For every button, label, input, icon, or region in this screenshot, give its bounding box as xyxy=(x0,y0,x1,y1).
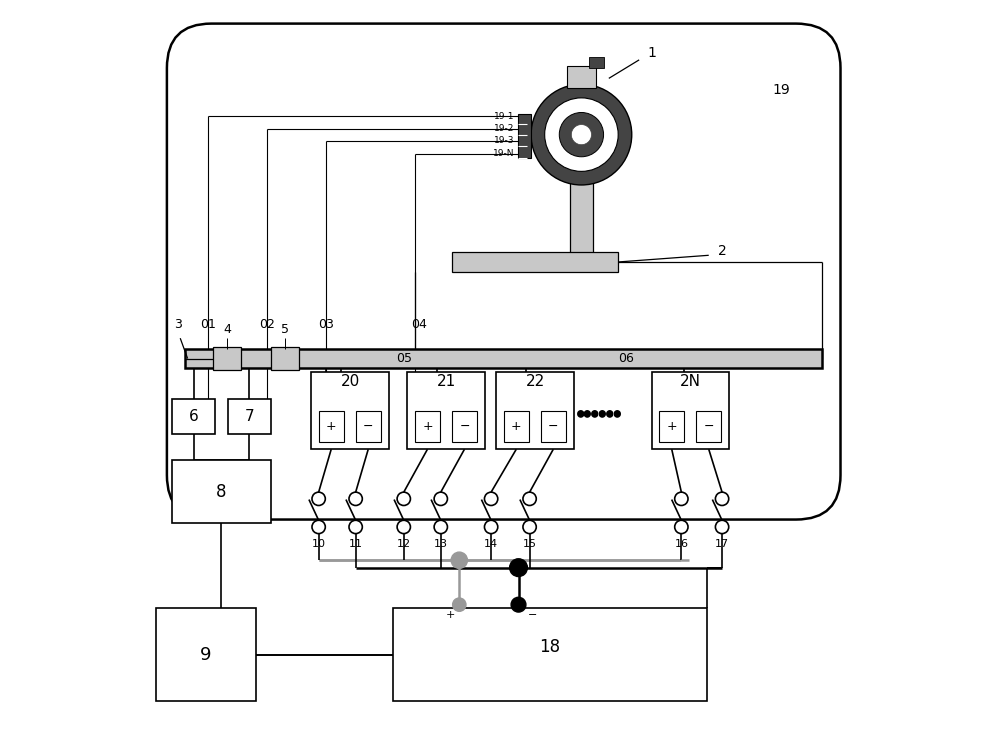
Circle shape xyxy=(510,559,527,577)
Text: 5: 5 xyxy=(281,323,289,336)
Text: +: + xyxy=(326,420,337,432)
Text: +: + xyxy=(422,420,433,432)
Text: 19-2: 19-2 xyxy=(494,124,515,133)
Text: 06: 06 xyxy=(618,352,634,365)
Bar xyxy=(518,114,531,158)
Circle shape xyxy=(312,492,325,505)
Text: 6: 6 xyxy=(189,409,198,424)
Bar xyxy=(156,609,256,701)
Text: 19-3: 19-3 xyxy=(494,136,515,145)
Circle shape xyxy=(349,520,362,533)
Text: +: + xyxy=(511,420,522,432)
Circle shape xyxy=(397,520,410,533)
Text: −: − xyxy=(459,420,470,432)
Circle shape xyxy=(715,492,729,505)
Text: 9: 9 xyxy=(200,646,212,663)
Text: 19-N: 19-N xyxy=(493,149,515,158)
Text: 13: 13 xyxy=(434,539,448,549)
Circle shape xyxy=(484,520,498,533)
Circle shape xyxy=(715,520,729,533)
Text: 15: 15 xyxy=(523,539,537,549)
Text: 11: 11 xyxy=(349,539,363,549)
Bar xyxy=(213,347,241,370)
Bar xyxy=(228,399,271,435)
Circle shape xyxy=(523,492,536,505)
Bar xyxy=(570,153,593,253)
Text: 1: 1 xyxy=(647,46,656,60)
Bar xyxy=(496,372,574,450)
Text: 8: 8 xyxy=(216,483,227,501)
Text: 17: 17 xyxy=(715,539,729,549)
Circle shape xyxy=(675,520,688,533)
Bar xyxy=(172,399,215,435)
Bar xyxy=(185,349,822,368)
Text: 7: 7 xyxy=(244,409,254,424)
Bar xyxy=(541,411,566,442)
Text: 04: 04 xyxy=(411,318,427,331)
Text: 3: 3 xyxy=(174,318,182,331)
Text: −: − xyxy=(527,610,537,620)
Text: 19-1: 19-1 xyxy=(494,111,515,120)
Text: 01: 01 xyxy=(200,318,216,331)
Text: 2N: 2N xyxy=(680,374,701,389)
Bar xyxy=(659,411,684,442)
Bar xyxy=(589,57,604,68)
Text: 21: 21 xyxy=(437,374,456,389)
Bar xyxy=(356,411,381,442)
Text: 12: 12 xyxy=(397,539,411,549)
Text: 14: 14 xyxy=(484,539,498,549)
Circle shape xyxy=(397,492,410,505)
Bar xyxy=(452,411,477,442)
Circle shape xyxy=(434,520,447,533)
Text: 16: 16 xyxy=(674,539,688,549)
Text: 05: 05 xyxy=(396,352,412,365)
Text: −: − xyxy=(363,420,373,432)
Text: 2: 2 xyxy=(718,244,726,258)
Text: +: + xyxy=(666,420,677,432)
Text: 22: 22 xyxy=(526,374,545,389)
Text: 02: 02 xyxy=(259,318,275,331)
Circle shape xyxy=(559,112,604,157)
Text: −: − xyxy=(703,420,714,432)
Circle shape xyxy=(312,520,325,533)
Circle shape xyxy=(523,520,536,533)
Text: 20: 20 xyxy=(340,374,360,389)
Bar xyxy=(407,372,485,450)
Bar xyxy=(311,372,389,450)
Text: −: − xyxy=(548,420,559,432)
Bar xyxy=(415,411,440,442)
Circle shape xyxy=(571,125,591,145)
Bar xyxy=(271,347,299,370)
Text: +: + xyxy=(446,610,456,620)
Circle shape xyxy=(511,597,526,612)
Circle shape xyxy=(451,552,467,568)
Bar xyxy=(696,411,721,442)
Circle shape xyxy=(545,98,618,172)
Circle shape xyxy=(531,84,632,185)
Circle shape xyxy=(349,492,362,505)
Bar xyxy=(393,609,707,701)
Text: ●●●●●●: ●●●●●● xyxy=(577,406,622,419)
Bar xyxy=(452,252,618,272)
Bar xyxy=(504,411,529,442)
Circle shape xyxy=(453,598,466,611)
Bar xyxy=(319,411,344,442)
Circle shape xyxy=(675,492,688,505)
Circle shape xyxy=(484,492,498,505)
Bar xyxy=(172,461,271,523)
Bar xyxy=(567,66,596,88)
Text: 4: 4 xyxy=(223,323,231,336)
Text: 18: 18 xyxy=(539,638,561,656)
Text: 19: 19 xyxy=(772,83,790,97)
Circle shape xyxy=(434,492,447,505)
Text: 03: 03 xyxy=(318,318,334,331)
FancyBboxPatch shape xyxy=(167,24,841,519)
Text: 10: 10 xyxy=(312,539,326,549)
Bar xyxy=(652,372,729,450)
